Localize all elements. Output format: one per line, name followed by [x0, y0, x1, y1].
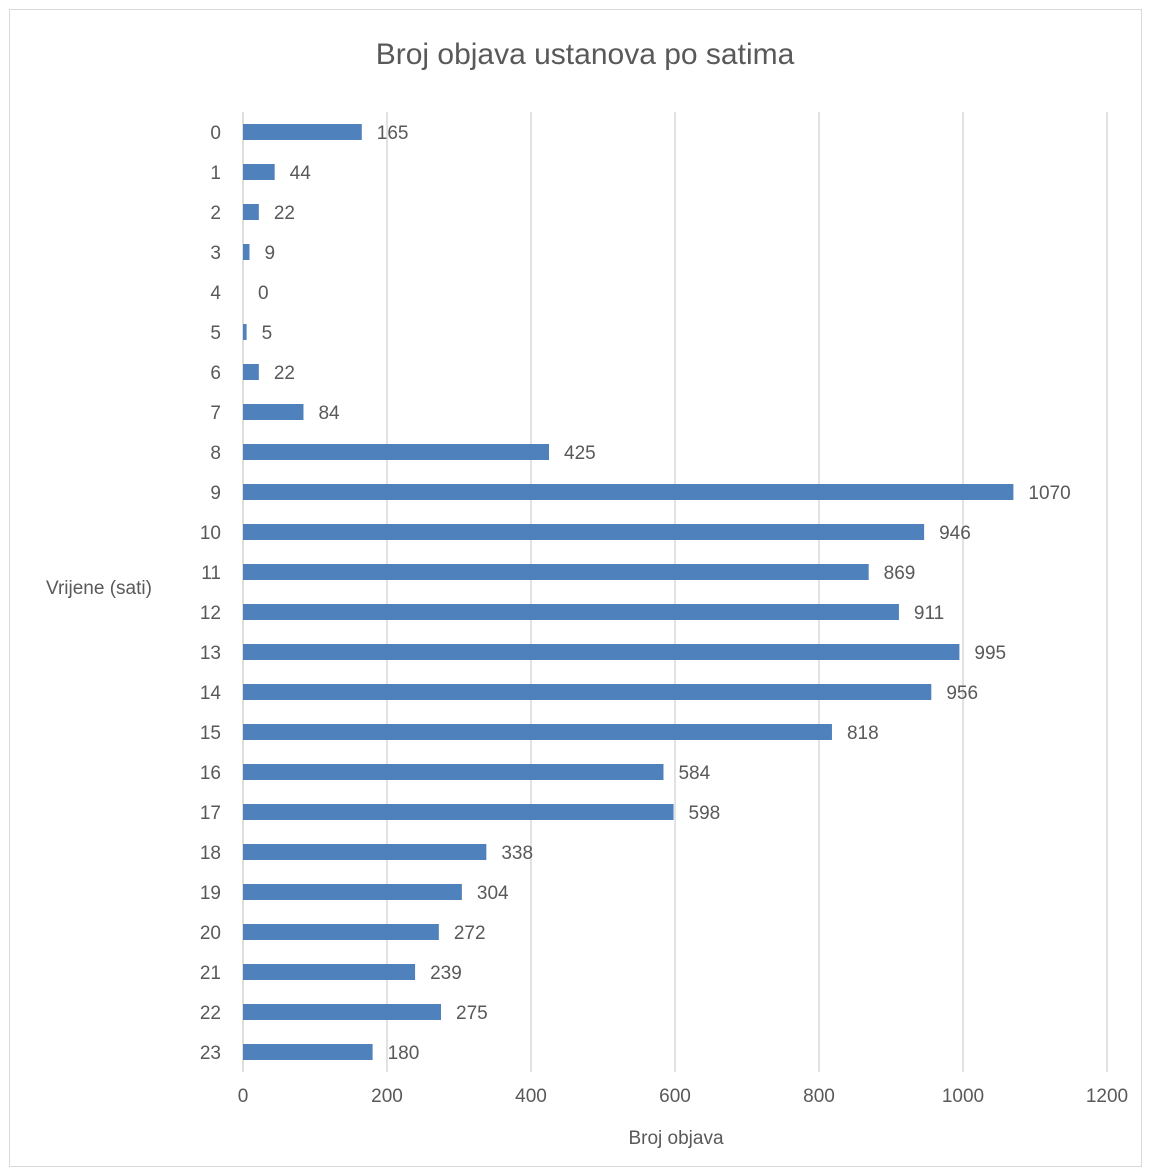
data-label: 338 — [501, 843, 533, 864]
data-label: 272 — [454, 923, 486, 944]
bar — [243, 364, 259, 380]
bar — [243, 204, 259, 220]
bar — [243, 924, 439, 940]
data-label: 0 — [258, 283, 269, 304]
bar — [243, 804, 674, 820]
category-label: 10 — [200, 523, 221, 544]
bar — [243, 1004, 441, 1020]
x-tick-label: 1000 — [942, 1086, 984, 1107]
category-label: 3 — [210, 243, 221, 264]
category-label: 20 — [200, 923, 221, 944]
data-label: 598 — [689, 803, 721, 824]
category-label: 16 — [200, 763, 221, 784]
bars — [243, 124, 1014, 1060]
bar — [243, 684, 932, 700]
data-label: 22 — [274, 203, 295, 224]
category-label: 5 — [210, 323, 221, 344]
data-labels: 1654422905228442510709468699119959568185… — [258, 123, 1071, 1064]
category-label: 13 — [200, 643, 221, 664]
category-label: 12 — [200, 603, 221, 624]
bar — [243, 724, 832, 740]
category-label: 9 — [210, 483, 221, 504]
data-label: 9 — [264, 243, 275, 264]
category-label: 1 — [210, 163, 221, 184]
category-label: 4 — [210, 283, 221, 304]
bar — [243, 884, 462, 900]
bar — [243, 604, 899, 620]
bar — [243, 524, 925, 540]
data-label: 869 — [884, 563, 916, 584]
x-tick-label: 400 — [515, 1086, 547, 1107]
data-label: 275 — [456, 1003, 488, 1024]
x-tick-label: 600 — [659, 1086, 691, 1107]
bar — [243, 324, 247, 340]
category-label: 17 — [200, 803, 221, 824]
category-label: 22 — [200, 1003, 221, 1024]
x-tick-label: 800 — [803, 1086, 835, 1107]
data-label: 304 — [477, 883, 509, 904]
category-label: 6 — [210, 363, 221, 384]
x-tick-label: 1200 — [1086, 1086, 1128, 1107]
category-label: 19 — [200, 883, 221, 904]
bar — [243, 764, 664, 780]
bar — [243, 564, 869, 580]
category-label: 11 — [201, 563, 221, 584]
x-tick-label: 200 — [371, 1086, 403, 1107]
category-label: 15 — [200, 723, 221, 744]
bar — [243, 404, 304, 420]
bar — [243, 1044, 373, 1060]
data-label: 818 — [847, 723, 879, 744]
bar — [243, 484, 1014, 500]
category-label: 23 — [200, 1043, 221, 1064]
bar — [243, 244, 250, 260]
data-label: 44 — [290, 163, 312, 184]
x-tick-labels: 0 200 400 600 800 1000 1200 — [238, 1086, 1128, 1107]
data-label: 180 — [388, 1043, 420, 1064]
category-label: 8 — [210, 443, 221, 464]
data-label: 946 — [939, 523, 971, 544]
data-label: 1070 — [1028, 483, 1070, 504]
data-label: 956 — [946, 683, 978, 704]
data-label: 5 — [262, 323, 273, 344]
bar — [243, 644, 960, 660]
category-label: 7 — [210, 403, 221, 424]
x-tick-label: 0 — [238, 1086, 249, 1107]
bar — [243, 964, 416, 980]
gridlines — [242, 112, 1108, 1072]
bar — [243, 444, 549, 460]
data-label: 165 — [377, 123, 409, 144]
category-label: 2 — [210, 203, 221, 224]
category-label: 21 — [200, 963, 221, 984]
data-label: 584 — [678, 763, 710, 784]
data-label: 995 — [974, 643, 1006, 664]
data-label: 911 — [914, 603, 944, 624]
category-label: 18 — [200, 843, 221, 864]
data-label: 84 — [318, 403, 340, 424]
data-label: 239 — [430, 963, 462, 984]
bar — [243, 164, 275, 180]
chart-frame — [9, 9, 1142, 1167]
category-label: 14 — [200, 683, 222, 704]
chart-title: Broj objava ustanova po satima — [375, 38, 795, 71]
data-label: 425 — [564, 443, 596, 464]
bar — [243, 124, 362, 140]
category-label: 0 — [210, 123, 221, 144]
y-axis-label: Vrijene (sati) — [46, 578, 152, 599]
x-axis-label: Broj objava — [628, 1128, 724, 1149]
bar — [243, 844, 487, 860]
data-label: 22 — [274, 363, 295, 384]
